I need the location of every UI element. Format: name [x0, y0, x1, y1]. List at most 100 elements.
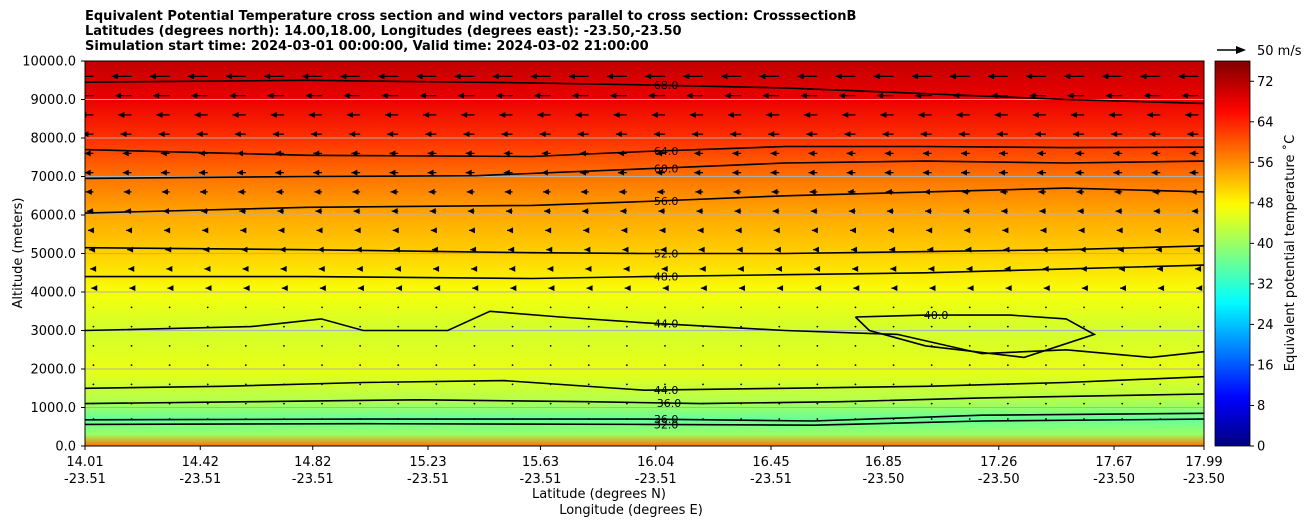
y-tick-label: 4000.0: [31, 286, 77, 301]
wind-vector: [648, 92, 665, 99]
wind-vector: [613, 111, 627, 118]
wind-vector: [544, 208, 551, 215]
wind-vector: [1197, 364, 1200, 367]
wind-vector: [625, 306, 628, 309]
wind-vector: [120, 131, 132, 138]
contour-label: 68.0: [654, 79, 679, 92]
wind-vector: [778, 345, 781, 347]
wind-vector: [762, 92, 780, 99]
wind-vector: [734, 208, 742, 215]
wind-vector: [504, 188, 513, 195]
wind-vector: [471, 265, 478, 272]
wind-vector: [699, 265, 706, 272]
svg-text:64.0: 64.0: [654, 145, 679, 158]
wind-vector: [381, 92, 399, 99]
wind-vector: [122, 150, 132, 157]
plot-area: 68.064.060.056.052.048.044.040.044.036.0…: [84, 60, 1205, 447]
wind-vector: [664, 325, 666, 328]
wind-vector: [275, 169, 284, 176]
x-tick-label-lat: 15.63: [522, 455, 559, 470]
contour-label: 40.0: [924, 309, 949, 322]
wind-vector: [1121, 364, 1124, 367]
wind-vector: [427, 150, 437, 157]
wind-vector: [622, 246, 629, 253]
wind-vector: [664, 345, 666, 347]
wind-vector: [1197, 383, 1200, 386]
wind-vector: [721, 73, 742, 80]
wind-vector: [85, 169, 94, 176]
wind-vector: [1083, 383, 1085, 386]
wind-vector: [202, 227, 209, 234]
wind-vector: [778, 383, 781, 386]
wind-vector: [240, 227, 247, 234]
wind-vector: [1116, 227, 1123, 234]
wind-vector: [882, 131, 894, 138]
wind-vector: [1197, 306, 1200, 309]
contour-line: [85, 160, 1204, 180]
wind-vector: [809, 188, 818, 195]
wind-vector: [1006, 345, 1009, 347]
wind-vector: [244, 402, 247, 405]
wind-vector: [1045, 325, 1047, 328]
x-tick-label-lat: 16.85: [865, 455, 902, 470]
wind-vector: [549, 364, 552, 367]
wind-vector: [929, 285, 936, 292]
quiver-key-label: 50 m/s: [1257, 44, 1302, 59]
wind-vector: [168, 364, 171, 367]
x-tick-label-lat: 17.99: [1185, 455, 1222, 470]
wind-vector: [853, 285, 860, 292]
wind-vector: [435, 364, 438, 367]
wind-vector: [587, 364, 590, 367]
wind-vector: [149, 73, 170, 80]
wind-vector: [1029, 92, 1046, 99]
wind-vector: [930, 364, 933, 367]
wind-vector: [1119, 285, 1126, 292]
wind-vector: [695, 188, 704, 195]
y-tick-label: 9000.0: [31, 93, 77, 108]
wind-vector: [877, 92, 894, 99]
wind-vector: [549, 402, 552, 405]
wind-vector: [473, 402, 476, 405]
wind-vector: [1147, 111, 1161, 118]
wind-vector: [621, 227, 628, 234]
contour-label: 60.0: [654, 162, 679, 175]
wind-vector: [397, 383, 400, 386]
wind-vector: [1077, 208, 1085, 215]
wind-vector: [389, 150, 399, 157]
wind-vector: [842, 111, 856, 118]
wind-vector: [158, 131, 170, 138]
wind-vector: [548, 285, 555, 292]
wind-vector: [1195, 265, 1202, 272]
wind-vector: [625, 402, 628, 405]
wind-vector: [153, 92, 170, 99]
wind-vector: [164, 227, 171, 234]
wind-vector: [778, 418, 781, 420]
svg-text:44.0: 44.0: [654, 384, 679, 397]
wind-vector: [1006, 306, 1009, 309]
wind-vector: [508, 246, 515, 253]
contour-line: [85, 187, 1204, 214]
wind-vector: [1159, 364, 1162, 367]
wind-vector: [844, 131, 856, 138]
wind-vector: [503, 150, 513, 157]
wind-vector: [922, 169, 932, 176]
y-tick-label: 2000.0: [31, 363, 77, 378]
wind-vector: [892, 383, 895, 386]
wind-vector: [1121, 306, 1124, 309]
wind-vector: [1196, 285, 1203, 292]
wind-vector: [429, 208, 437, 215]
wind-vector: [283, 402, 285, 405]
wind-vector: [1113, 169, 1123, 176]
wind-vector: [461, 111, 475, 118]
wind-vector: [892, 306, 895, 309]
wind-vector: [547, 265, 554, 272]
y-axis-label: Altitude (meters): [11, 198, 26, 309]
wind-vector: [740, 345, 743, 347]
wind-vector: [191, 92, 208, 99]
wind-vector: [549, 306, 552, 309]
wind-vector: [321, 345, 323, 347]
wind-vector: [435, 345, 438, 347]
wind-vector: [624, 285, 631, 292]
wind-vector: [1153, 208, 1161, 215]
wind-vector: [546, 246, 553, 253]
